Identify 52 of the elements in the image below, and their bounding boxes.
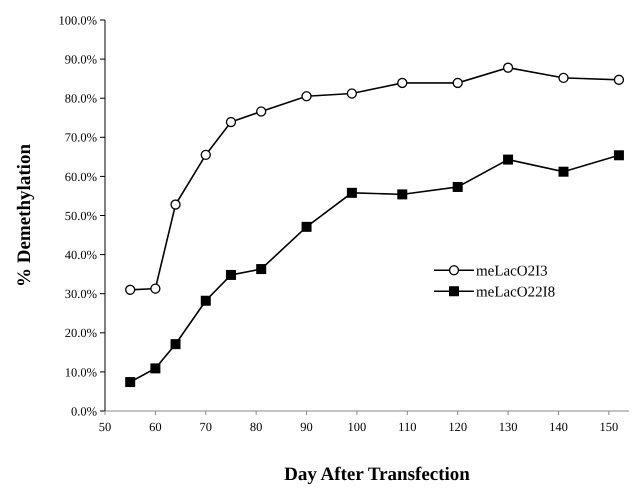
y-tick-label: 80.0% (64, 92, 97, 106)
y-tick-label: 10.0% (64, 365, 97, 380)
point (503, 154, 514, 165)
point (150, 283, 161, 294)
x-axis-title: Day After Transfection (284, 464, 470, 485)
point (558, 166, 568, 177)
y-tick-label: 100.0% (58, 13, 97, 28)
legend-label: meLacO22I8 (476, 284, 556, 300)
point (346, 88, 358, 99)
point (170, 199, 181, 210)
point (256, 264, 266, 274)
x-tick-label: 90 (300, 420, 313, 434)
point (170, 339, 181, 350)
x-tick-label: 120 (448, 420, 468, 434)
x-tick-label: 70 (200, 420, 212, 434)
x-tick-label: 60 (149, 420, 162, 434)
y-tick-label: 30.0% (64, 287, 97, 302)
y-tick-label: 60.0% (64, 170, 97, 184)
point (302, 222, 312, 232)
point (200, 296, 211, 306)
point (226, 270, 236, 280)
point (452, 182, 463, 192)
x-tick-label: 140 (549, 420, 568, 434)
point (614, 150, 624, 160)
point (150, 363, 160, 374)
y-tick-label: 40.0% (64, 248, 97, 262)
x-tick-label: 50 (98, 420, 112, 434)
legend-label: meLacO2I3 (476, 263, 548, 280)
point (125, 377, 136, 388)
point (346, 188, 357, 198)
y-tick-label: 90.0% (64, 52, 97, 66)
point (452, 78, 463, 88)
x-tick-label: 100 (348, 420, 366, 434)
point (502, 62, 514, 73)
y-axis-title: % Demethylation (14, 144, 35, 288)
point (125, 284, 136, 295)
x-tick-label: 110 (398, 420, 416, 434)
x-tick-label: 130 (498, 420, 518, 434)
y-tick-label: 20.0% (64, 326, 97, 340)
x-tick-label: 150 (599, 420, 618, 434)
y-tick-label: 50.0% (64, 208, 97, 223)
x-tick-label: 80 (250, 420, 262, 434)
point (614, 74, 624, 85)
point (200, 150, 211, 160)
point (397, 78, 408, 88)
point (397, 189, 408, 200)
y-tick-label: 70.0% (64, 130, 97, 145)
point (558, 72, 569, 84)
point (226, 116, 236, 128)
point (301, 91, 312, 102)
y-tick-label: 0.0% (70, 404, 97, 418)
point (256, 106, 266, 117)
